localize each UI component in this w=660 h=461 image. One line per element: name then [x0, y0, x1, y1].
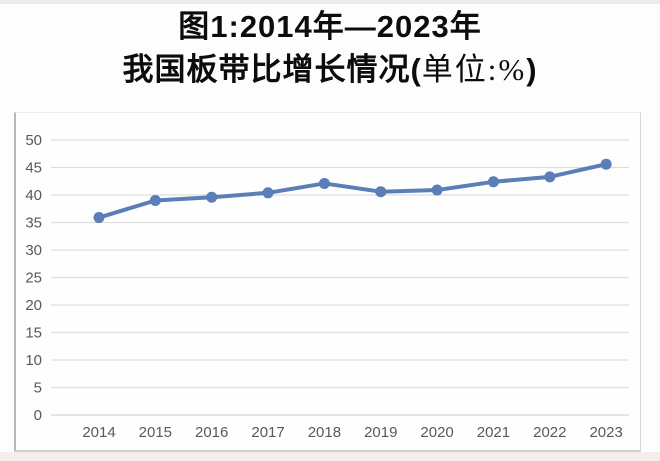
top-edge-strip [0, 0, 660, 4]
y-axis-tick-label: 30 [25, 242, 42, 259]
data-point-marker [149, 195, 161, 206]
data-point-marker [487, 176, 499, 188]
x-axis-tick-label: 2015 [139, 424, 172, 441]
bottom-edge-strip [0, 452, 660, 461]
x-axis-tick-label: 2022 [533, 424, 566, 441]
y-axis-tick-label: 15 [25, 325, 42, 342]
data-line-series [97, 162, 609, 220]
data-point-marker [206, 191, 218, 203]
y-axis-tick-label: 5 [34, 380, 42, 397]
y-axis-tick-label: 40 [25, 187, 42, 204]
y-axis-tick-label: 45 [25, 160, 42, 177]
chart-title-line2-main: 我国板带比增长情况( [122, 52, 422, 88]
chart-title: 图1:2014年—2023年 我国板带比增长情况(单位:%) [0, 5, 660, 92]
y-axis-tick-label: 35 [25, 215, 42, 232]
data-point-marker [93, 212, 105, 224]
x-axis-tick-label: 2014 [82, 424, 115, 441]
y-axis-tick-label: 25 [25, 270, 42, 287]
chart-title-line1: 图1:2014年—2023年 [178, 9, 482, 44]
y-axis-tick-label: 20 [25, 297, 42, 314]
y-axis-tick-label: 0 [34, 407, 42, 424]
x-axis-tick-label: 2023 [589, 424, 622, 441]
chart-title-unit: 单位:% [421, 52, 527, 88]
data-point-marker [375, 186, 387, 198]
x-axis-tick-label: 2020 [420, 424, 453, 441]
data-point-marker [262, 187, 274, 199]
data-point-marker [431, 184, 443, 196]
line-chart: 0 5 10 15 20 25 30 35 40 45 50 2014 2015 2016 2017 2018… [25, 132, 629, 441]
x-axis-tick-label: 2021 [477, 424, 510, 441]
chart-title-line2: 我国板带比增长情况(单位:%) [0, 48, 660, 91]
data-point-marker [318, 177, 330, 189]
data-point-marker [600, 158, 612, 170]
x-axis-tick-label: 2017 [251, 424, 284, 441]
x-axis-tick-label: 2016 [195, 424, 228, 441]
chart-panel: 0 5 10 15 20 25 30 35 40 45 50 2014 2015 2016 2017 2018… [14, 112, 641, 452]
x-axis-tick-label: 2019 [364, 424, 397, 441]
y-axis-tick-label: 10 [25, 352, 42, 369]
y-axis-tick-label: 50 [25, 132, 42, 149]
chart-title-line2-close: ) [526, 52, 538, 88]
data-point-marker [544, 171, 556, 183]
x-axis-tick-label: 2018 [308, 424, 341, 441]
